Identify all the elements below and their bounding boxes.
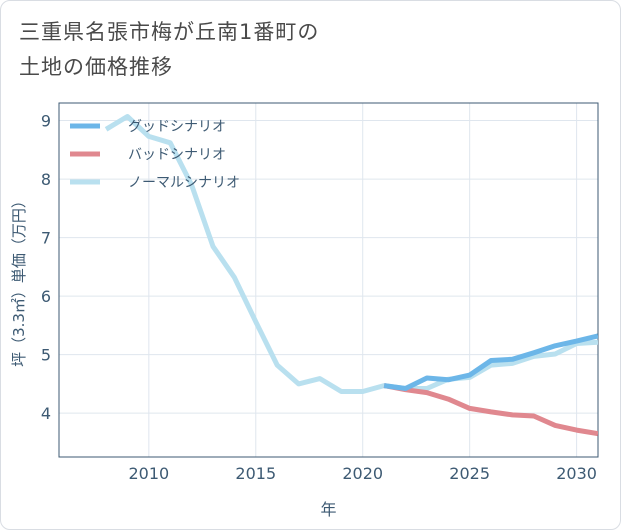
axis-tick-labels: 2010 2015 2020 2025 2030 4 5 6 7 8 9 bbox=[41, 112, 597, 483]
y-tick-label: 7 bbox=[41, 229, 51, 248]
legend-label-0: グッドシナリオ bbox=[128, 119, 226, 135]
chart-title-line-2: 土地の価格推移 bbox=[19, 55, 173, 79]
y-axis-label: 坪（3.3㎡）単価（万円） bbox=[10, 193, 28, 367]
series-line-2 bbox=[104, 114, 598, 394]
chart-title-line-1: 三重県名張市梅が丘南1番町の bbox=[19, 20, 320, 44]
x-tick-label: 2010 bbox=[128, 464, 169, 483]
series-line-1 bbox=[383, 383, 598, 437]
y-tick-label: 8 bbox=[41, 170, 51, 189]
x-tick-label: 2015 bbox=[235, 464, 276, 483]
x-tick-label: 2030 bbox=[556, 464, 597, 483]
plot-area-frame bbox=[58, 102, 599, 458]
series-line-0 bbox=[383, 333, 598, 391]
x-tick-label: 2020 bbox=[342, 464, 383, 483]
y-tick-label: 5 bbox=[41, 346, 51, 365]
legend-label-2: ノーマルシナリオ bbox=[128, 175, 240, 191]
legend-label-1: バッドシナリオ bbox=[128, 147, 226, 163]
y-tick-label: 9 bbox=[41, 112, 51, 131]
y-tick-label: 6 bbox=[41, 287, 51, 306]
grid-lines bbox=[59, 103, 598, 457]
y-tick-label: 4 bbox=[41, 404, 51, 423]
series-lines bbox=[104, 114, 598, 437]
chart-title: 三重県名張市梅が丘南1番町の 土地の価格推移 bbox=[19, 15, 319, 85]
x-tick-label: 2025 bbox=[449, 464, 490, 483]
x-axis-label: 年 bbox=[320, 500, 336, 519]
